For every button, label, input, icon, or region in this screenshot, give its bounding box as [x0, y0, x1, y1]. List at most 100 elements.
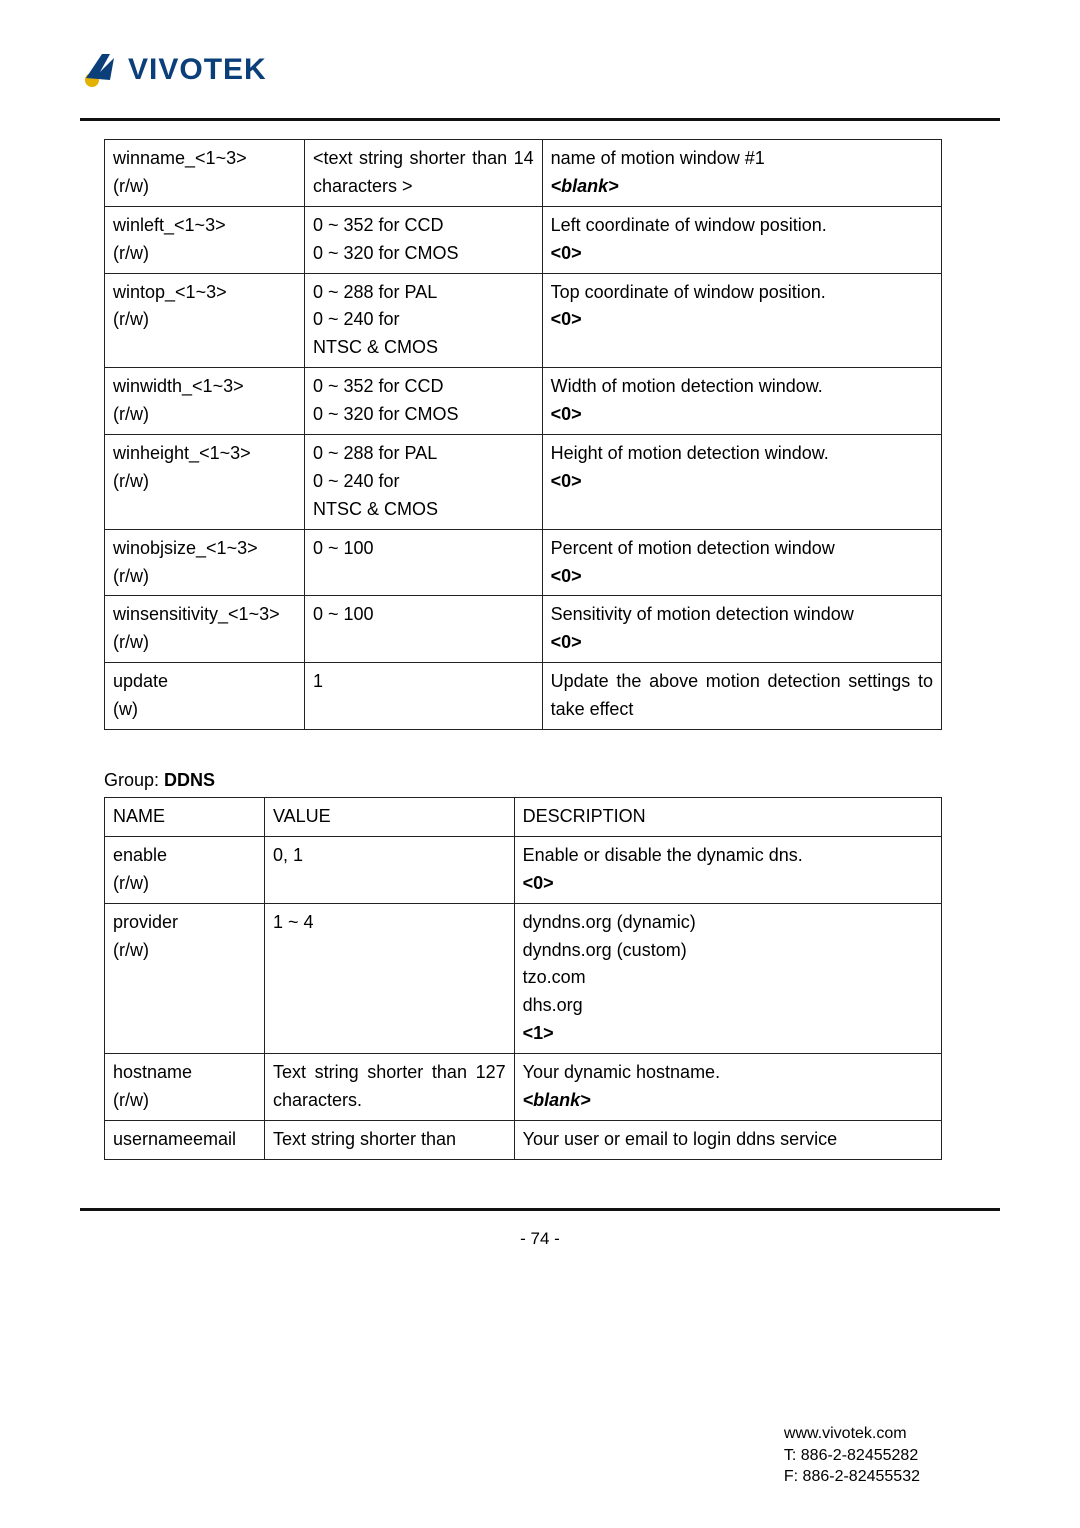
param-desc: Sensitivity of motion detection window — [551, 601, 933, 629]
cell-name: enable (r/w) — [105, 836, 265, 903]
table-row: winsensitivity_<1~3> (r/w) 0 ~ 100 Sensi… — [105, 596, 942, 663]
cell-desc: Sensitivity of motion detection window <… — [542, 596, 941, 663]
param-access: (r/w) — [113, 468, 296, 496]
param-default: <0> — [523, 870, 933, 898]
param-desc: dhs.org — [523, 992, 933, 1020]
param-name: winwidth_<1~3> — [113, 373, 296, 401]
param-value: Text string shorter than 127 characters. — [273, 1059, 506, 1115]
cell-desc: Your user or email to login ddns service — [514, 1120, 941, 1159]
param-value: NTSC & CMOS — [313, 334, 534, 362]
cell-desc: Left coordinate of window position. <0> — [542, 206, 941, 273]
table-row: usernameemail Text string shorter than Y… — [105, 1120, 942, 1159]
param-name: wintop_<1~3> — [113, 279, 296, 307]
cell-desc: Update the above motion detection settin… — [542, 663, 941, 730]
param-value: 0 ~ 240 for — [313, 468, 534, 496]
param-desc: Update the above motion detection settin… — [551, 668, 933, 724]
cell-value: 0 ~ 288 for PAL 0 ~ 240 for NTSC & CMOS — [304, 273, 542, 368]
cell-value: 0 ~ 100 — [304, 596, 542, 663]
footer-tel: T: 886-2-82455282 — [784, 1445, 920, 1467]
param-value: 0 ~ 100 — [313, 535, 534, 563]
param-value: 1 ~ 4 — [273, 909, 506, 937]
param-desc: tzo.com — [523, 964, 933, 992]
param-desc: Percent of motion detection window — [551, 535, 933, 563]
cell-desc: name of motion window #1 <blank> — [542, 140, 941, 207]
param-value: 0, 1 — [273, 842, 506, 870]
brand-name: VIVOTEK — [128, 53, 267, 87]
cell-desc: Percent of motion detection window <0> — [542, 529, 941, 596]
table-row: provider (r/w) 1 ~ 4 dyndns.org (dynamic… — [105, 903, 942, 1053]
footer-url: www.vivotek.com — [784, 1423, 920, 1445]
cell-name: winname_<1~3> (r/w) — [105, 140, 305, 207]
param-value: 0 ~ 352 for CCD — [313, 212, 534, 240]
param-access: (r/w) — [113, 173, 296, 201]
group-label: Group: DDNS — [104, 770, 1000, 791]
param-access: (r/w) — [113, 870, 256, 898]
param-access: (r/w) — [113, 401, 296, 429]
param-default: <0> — [551, 563, 933, 591]
param-value: 0 ~ 240 for — [313, 306, 534, 334]
param-value: NTSC & CMOS — [313, 496, 534, 524]
params-table-motion: winname_<1~3> (r/w) <text string shorter… — [104, 139, 942, 730]
table-row: winwidth_<1~3> (r/w) 0 ~ 352 for CCD 0 ~… — [105, 368, 942, 435]
param-desc: Width of motion detection window. — [551, 373, 933, 401]
header-value: VALUE — [264, 798, 514, 837]
param-access: (r/w) — [113, 629, 296, 657]
page-number: - 74 - — [80, 1229, 1000, 1249]
param-desc: Your user or email to login ddns service — [523, 1126, 933, 1154]
cell-value: 0, 1 — [264, 836, 514, 903]
param-value: 0 ~ 352 for CCD — [313, 373, 534, 401]
param-access: (r/w) — [113, 240, 296, 268]
param-default: <1> — [523, 1020, 933, 1048]
cell-value: 0 ~ 100 — [304, 529, 542, 596]
param-name: usernameemail — [113, 1126, 256, 1154]
param-name: winsensitivity_<1~3> — [113, 601, 296, 629]
cell-name: hostname (r/w) — [105, 1054, 265, 1121]
param-desc: Your dynamic hostname. — [523, 1059, 933, 1087]
param-access: (r/w) — [113, 937, 256, 965]
param-value: 0 ~ 320 for CMOS — [313, 240, 534, 268]
param-value: <text string shorter than 14 characters … — [313, 145, 534, 201]
param-default: <0> — [551, 240, 933, 268]
param-default: <0> — [551, 306, 933, 334]
header-desc: DESCRIPTION — [514, 798, 941, 837]
table-row: winheight_<1~3> (r/w) 0 ~ 288 for PAL 0 … — [105, 435, 942, 530]
param-name: update — [113, 668, 296, 696]
brand-logo: VIVOTEK — [80, 50, 1000, 90]
param-name: provider — [113, 909, 256, 937]
param-desc: Left coordinate of window position. — [551, 212, 933, 240]
param-name: winheight_<1~3> — [113, 440, 296, 468]
cell-name: winwidth_<1~3> (r/w) — [105, 368, 305, 435]
param-default: <0> — [551, 468, 933, 496]
param-default: <0> — [551, 401, 933, 429]
param-desc: Enable or disable the dynamic dns. — [523, 842, 933, 870]
cell-desc: Height of motion detection window. <0> — [542, 435, 941, 530]
cell-value: 0 ~ 352 for CCD 0 ~ 320 for CMOS — [304, 368, 542, 435]
param-default: <blank> — [551, 173, 933, 201]
param-name: enable — [113, 842, 256, 870]
cell-value: 1 — [304, 663, 542, 730]
cell-name: winobjsize_<1~3> (r/w) — [105, 529, 305, 596]
cell-value: 0 ~ 288 for PAL 0 ~ 240 for NTSC & CMOS — [304, 435, 542, 530]
footer-fax: F: 886-2-82455532 — [784, 1466, 920, 1488]
param-default: <blank> — [523, 1087, 933, 1115]
param-desc: dyndns.org (custom) — [523, 937, 933, 965]
footer-block: www.vivotek.com T: 886-2-82455282 F: 886… — [784, 1423, 920, 1488]
cell-value: 0 ~ 352 for CCD 0 ~ 320 for CMOS — [304, 206, 542, 273]
cell-desc: Width of motion detection window. <0> — [542, 368, 941, 435]
cell-desc: Your dynamic hostname. <blank> — [514, 1054, 941, 1121]
param-access: (r/w) — [113, 563, 296, 591]
param-access: (w) — [113, 696, 296, 724]
table-row: wintop_<1~3> (r/w) 0 ~ 288 for PAL 0 ~ 2… — [105, 273, 942, 368]
table-row: update (w) 1 Update the above motion det… — [105, 663, 942, 730]
cell-name: winsensitivity_<1~3> (r/w) — [105, 596, 305, 663]
footer-rule — [80, 1208, 1000, 1211]
param-value: 0 ~ 288 for PAL — [313, 440, 534, 468]
param-value: 0 ~ 100 — [313, 601, 534, 629]
cell-name: wintop_<1~3> (r/w) — [105, 273, 305, 368]
param-name: winobjsize_<1~3> — [113, 535, 296, 563]
cell-value: 1 ~ 4 — [264, 903, 514, 1053]
cell-desc: Top coordinate of window position. <0> — [542, 273, 941, 368]
group-name: DDNS — [164, 770, 215, 790]
param-value: Text string shorter than — [273, 1126, 506, 1154]
cell-name: update (w) — [105, 663, 305, 730]
